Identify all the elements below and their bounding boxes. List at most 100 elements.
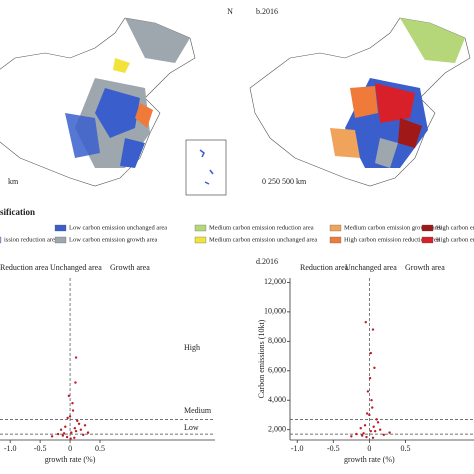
inset-frame [185, 139, 227, 196]
point [73, 436, 76, 439]
annotation: High [184, 343, 200, 352]
legend-swatch [329, 224, 342, 232]
point [65, 435, 69, 439]
point [83, 424, 87, 427]
legend-label: Low carbon emission growth area [69, 236, 158, 243]
x-axis-label: growth rate (%) [45, 455, 96, 464]
point [376, 421, 380, 424]
legend-label: Medium carbon emission reduction area [209, 224, 314, 231]
point [71, 401, 74, 405]
legend-label: Medium carbon emission unchanged area [209, 236, 317, 243]
y-tick-label: 6,000 [268, 366, 286, 375]
y-tick-label: 4,000 [268, 395, 286, 404]
inset-islands [199, 149, 214, 185]
x-tick-label: -1.0 [291, 444, 304, 453]
annotation: Growth area [110, 263, 150, 272]
panel-b-title: b.2016 [256, 7, 278, 16]
scale-right: 0 250 500 km [262, 177, 307, 186]
legend-label: High carbon emission reduction area [344, 236, 440, 243]
x-tick-label: 0 [367, 444, 371, 453]
x-axis-label: growth rate (%) [344, 455, 395, 464]
x-tick-label: -1.0 [4, 444, 17, 453]
point [77, 422, 81, 425]
annotation: Growth area [405, 263, 445, 272]
point [369, 429, 373, 433]
point [378, 428, 382, 431]
annotation: Reduction area [0, 263, 49, 272]
x-tick-label: 0.5 [95, 444, 105, 453]
point [69, 437, 72, 440]
legend-swatch [194, 236, 207, 244]
point [373, 429, 377, 433]
legend-label: Low carbon emission unchanged area [69, 224, 167, 231]
point [74, 381, 77, 384]
legend: Low carbon emission unchanged area Medium… [0, 224, 474, 243]
annotation: Unchanged area [50, 263, 102, 272]
legend-swatch [329, 236, 342, 244]
legend-label: High carbon emi [436, 224, 474, 231]
point [56, 432, 60, 436]
point [372, 425, 375, 428]
point [71, 409, 75, 412]
point [368, 413, 371, 417]
point [371, 436, 375, 439]
legend-swatch [54, 236, 67, 244]
map-a [0, 17, 196, 187]
annotation: Reduction area [300, 263, 349, 272]
point [355, 432, 358, 436]
chart-title: d.2016 [256, 257, 278, 266]
legend-swatch [421, 224, 434, 232]
legend-swatch [194, 224, 207, 232]
y-tick-label: 12,000 [264, 277, 286, 286]
y-tick-label: 2,000 [268, 425, 286, 434]
point [366, 390, 370, 393]
scale-left: km [8, 177, 19, 186]
point [362, 432, 365, 435]
point [86, 431, 90, 434]
x-tick-label: 0 [68, 444, 72, 453]
point [359, 427, 362, 430]
point [70, 431, 73, 434]
point [382, 433, 386, 437]
annotation: Low [184, 423, 199, 432]
point [59, 428, 63, 431]
legend-swatch [0, 236, 2, 244]
point [62, 432, 66, 435]
point [388, 431, 391, 434]
point [64, 425, 67, 428]
point [373, 366, 376, 370]
map-b [249, 17, 471, 187]
point [364, 320, 367, 324]
annotation: Medium [184, 406, 212, 415]
point [61, 434, 65, 437]
point [66, 416, 69, 420]
point [370, 399, 373, 402]
x-tick-label: 0.5 [400, 444, 410, 453]
point [76, 419, 79, 423]
point [68, 415, 72, 418]
legend-label: High carbon em [436, 236, 474, 243]
point [375, 418, 378, 421]
point [74, 429, 78, 433]
legend-label: Medium carbon emission growth area [344, 224, 443, 231]
point [363, 424, 367, 427]
point [73, 427, 77, 430]
y-tick-label: 8,000 [268, 336, 286, 345]
y-tick-label: 10,000 [264, 307, 286, 316]
point [365, 435, 368, 439]
x-tick-label: -0.5 [327, 444, 340, 453]
point [360, 434, 364, 437]
point [369, 351, 373, 355]
point [368, 376, 372, 380]
point [82, 433, 85, 437]
point [371, 328, 375, 331]
point [371, 406, 374, 409]
point [366, 412, 369, 415]
point [350, 435, 353, 438]
y-axis-label: Carbon emissions (10kt) [257, 319, 266, 398]
point [50, 435, 54, 438]
legend-label: ission reduction area [4, 236, 58, 243]
point [79, 428, 83, 431]
x-tick-label: -0.5 [34, 444, 47, 453]
